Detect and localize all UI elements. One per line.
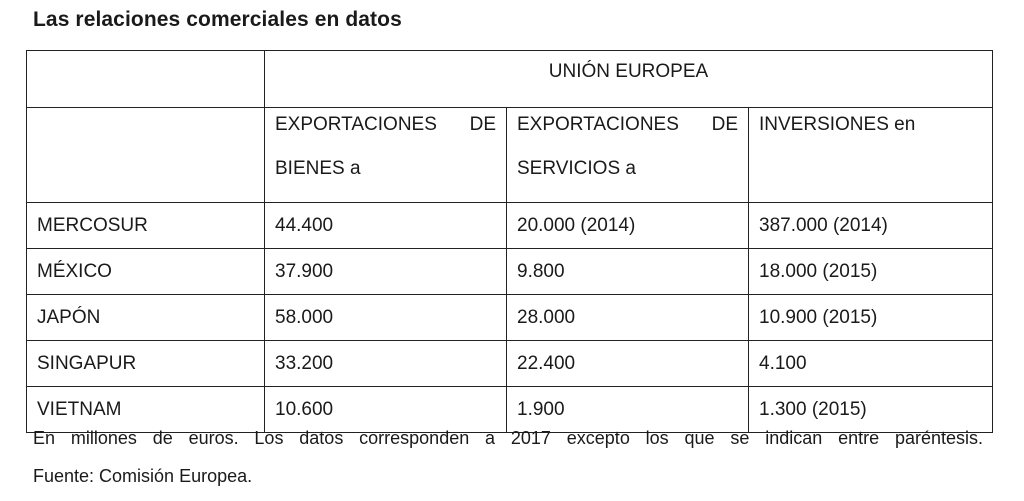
row-label: SINGAPUR: [26, 340, 265, 387]
footnote: En millones de euros. Los datos correspo…: [33, 428, 983, 448]
table-cell: 37.900: [264, 248, 507, 295]
table-row: JAPÓN 58.000 28.000 10.900 (2015): [26, 294, 993, 341]
table-cell: 28.000: [506, 294, 749, 341]
table-cell: 20.000 (2014): [506, 202, 749, 249]
column-header-exportaciones-bienes: EXPORTACIONES DE BIENES a: [264, 107, 507, 203]
table-cell: 1.900: [506, 386, 749, 433]
row-label: JAPÓN: [26, 294, 265, 341]
table-column-header-row: EXPORTACIONES DE BIENES a EXPORTACIONES …: [26, 107, 993, 203]
table-row-header-blank: [26, 107, 265, 203]
column-header-line2: SERVICIOS a: [517, 158, 636, 179]
table-cell: 33.200: [264, 340, 507, 387]
table-cell: 387.000 (2014): [748, 202, 993, 249]
table-row: MÉXICO 37.900 9.800 18.000 (2015): [26, 248, 993, 295]
source-note: Fuente: Comisión Europea.: [33, 466, 253, 486]
table-cell: 9.800: [506, 248, 749, 295]
page-title: Las relaciones comerciales en datos: [33, 8, 402, 31]
table-cell: 4.100: [748, 340, 993, 387]
column-header-line1: EXPORTACIONES DE: [517, 114, 738, 135]
column-header-inversiones: INVERSIONES en: [748, 107, 993, 203]
table-row: SINGAPUR 33.200 22.400 4.100: [26, 340, 993, 387]
row-label: MERCOSUR: [26, 202, 265, 249]
row-label: VIETNAM: [26, 386, 265, 433]
column-header-exportaciones-servicios: EXPORTACIONES DE SERVICIOS a: [506, 107, 749, 203]
column-header-line1: INVERSIONES en: [759, 114, 916, 135]
table-cell: 44.400: [264, 202, 507, 249]
table-row: MERCOSUR 44.400 20.000 (2014) 387.000 (2…: [26, 202, 993, 249]
table-cell: 1.300 (2015): [748, 386, 993, 433]
table-corner-cell: [26, 50, 265, 108]
table-cell: 10.900 (2015): [748, 294, 993, 341]
table-cell: 58.000: [264, 294, 507, 341]
table-cell: 10.600: [264, 386, 507, 433]
column-header-line1: EXPORTACIONES DE: [275, 114, 496, 135]
table-row: VIETNAM 10.600 1.900 1.300 (2015): [26, 386, 993, 433]
table-cell: 22.400: [506, 340, 749, 387]
column-header-line2: BIENES a: [275, 158, 361, 179]
trade-relations-table: UNIÓN EUROPEA EXPORTACIONES DE BIENES a …: [26, 50, 993, 433]
column-header-line2: [759, 157, 982, 201]
table-group-header-row: UNIÓN EUROPEA: [26, 50, 993, 108]
table-cell: 18.000 (2015): [748, 248, 993, 295]
union-europea-header: UNIÓN EUROPEA: [264, 50, 993, 108]
row-label: MÉXICO: [26, 248, 265, 295]
